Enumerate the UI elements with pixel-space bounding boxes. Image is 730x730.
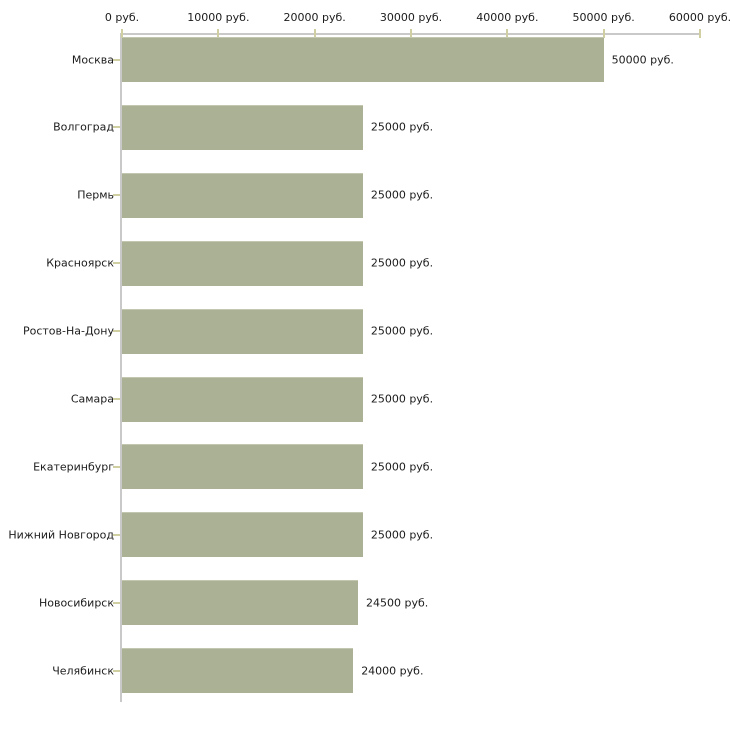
x-axis-tick-mark: [699, 29, 701, 38]
y-axis-tick-mark: [113, 58, 120, 61]
y-axis-tick-mark: [113, 262, 120, 265]
bar-Нижний Новгород: [122, 512, 363, 558]
y-axis-tick-mark: [113, 533, 120, 536]
y-axis-tick-mark: [113, 669, 120, 672]
category-label: Пермь: [77, 188, 114, 202]
category-label: Нижний Новгород: [8, 528, 114, 542]
category-label: Волгоград: [53, 120, 114, 134]
bar-value-label: 25000 руб.: [370, 256, 434, 270]
y-axis-tick-mark: [113, 601, 120, 604]
y-axis-tick-mark: [113, 194, 120, 197]
x-axis-tick-label: 30000 руб.: [379, 11, 443, 24]
category-label: Ростов-На-Дону: [22, 324, 114, 338]
bar-value-label: 24500 руб.: [366, 596, 429, 610]
bar-value-label: 24000 руб.: [361, 664, 424, 678]
bar-Москва: [122, 37, 604, 82]
category-label: Новосибирск: [38, 596, 114, 610]
x-axis-tick-mark: [217, 29, 220, 38]
bar-value-label: 25000 руб.: [370, 324, 434, 338]
x-axis-tick-mark: [410, 29, 412, 38]
y-axis-tick-mark: [113, 126, 120, 129]
bar-value-label: 25000 руб.: [370, 120, 434, 134]
bar-value-label: 25000 руб.: [370, 392, 434, 406]
x-axis-tick-label: 20000 руб.: [283, 11, 346, 24]
category-label: Москва: [71, 53, 114, 66]
x-axis-tick-label: 40000 руб.: [476, 11, 539, 24]
y-axis-tick-mark: [113, 398, 120, 400]
bar-value-label: 50000 руб.: [611, 53, 674, 66]
category-label: Красноярск: [46, 256, 114, 270]
category-label: Челябинск: [52, 664, 114, 678]
bar-Красноярск: [122, 240, 363, 286]
bar-value-label: 25000 руб.: [370, 460, 434, 474]
bar-Екатеринбург: [122, 444, 363, 490]
x-axis-tick-label: 0 руб.: [104, 11, 140, 24]
category-label: Екатеринбург: [33, 460, 114, 474]
x-axis-tick-label: 50000 руб.: [572, 11, 635, 24]
x-axis-tick-mark: [506, 29, 509, 38]
x-axis-tick-label: 60000 руб.: [668, 11, 730, 24]
category-label: Самара: [70, 392, 114, 406]
bar-Пермь: [122, 172, 363, 218]
y-axis-tick-mark: [113, 465, 120, 468]
bar-value-label: 25000 руб.: [370, 188, 434, 202]
x-axis-tick-mark: [602, 29, 605, 38]
bar-Волгоград: [122, 104, 363, 150]
bar-Челябинск: [122, 648, 354, 694]
bar-Новосибирск: [122, 580, 359, 626]
bar-Самара: [122, 376, 363, 422]
y-axis-tick-mark: [113, 330, 120, 333]
bar-value-label: 25000 руб.: [370, 528, 434, 542]
x-axis-tick-label: 10000 руб.: [187, 11, 250, 24]
bar-Ростов-На-Дону: [122, 308, 363, 354]
x-axis-tick-mark: [313, 29, 316, 38]
x-axis-tick-mark: [121, 29, 123, 38]
